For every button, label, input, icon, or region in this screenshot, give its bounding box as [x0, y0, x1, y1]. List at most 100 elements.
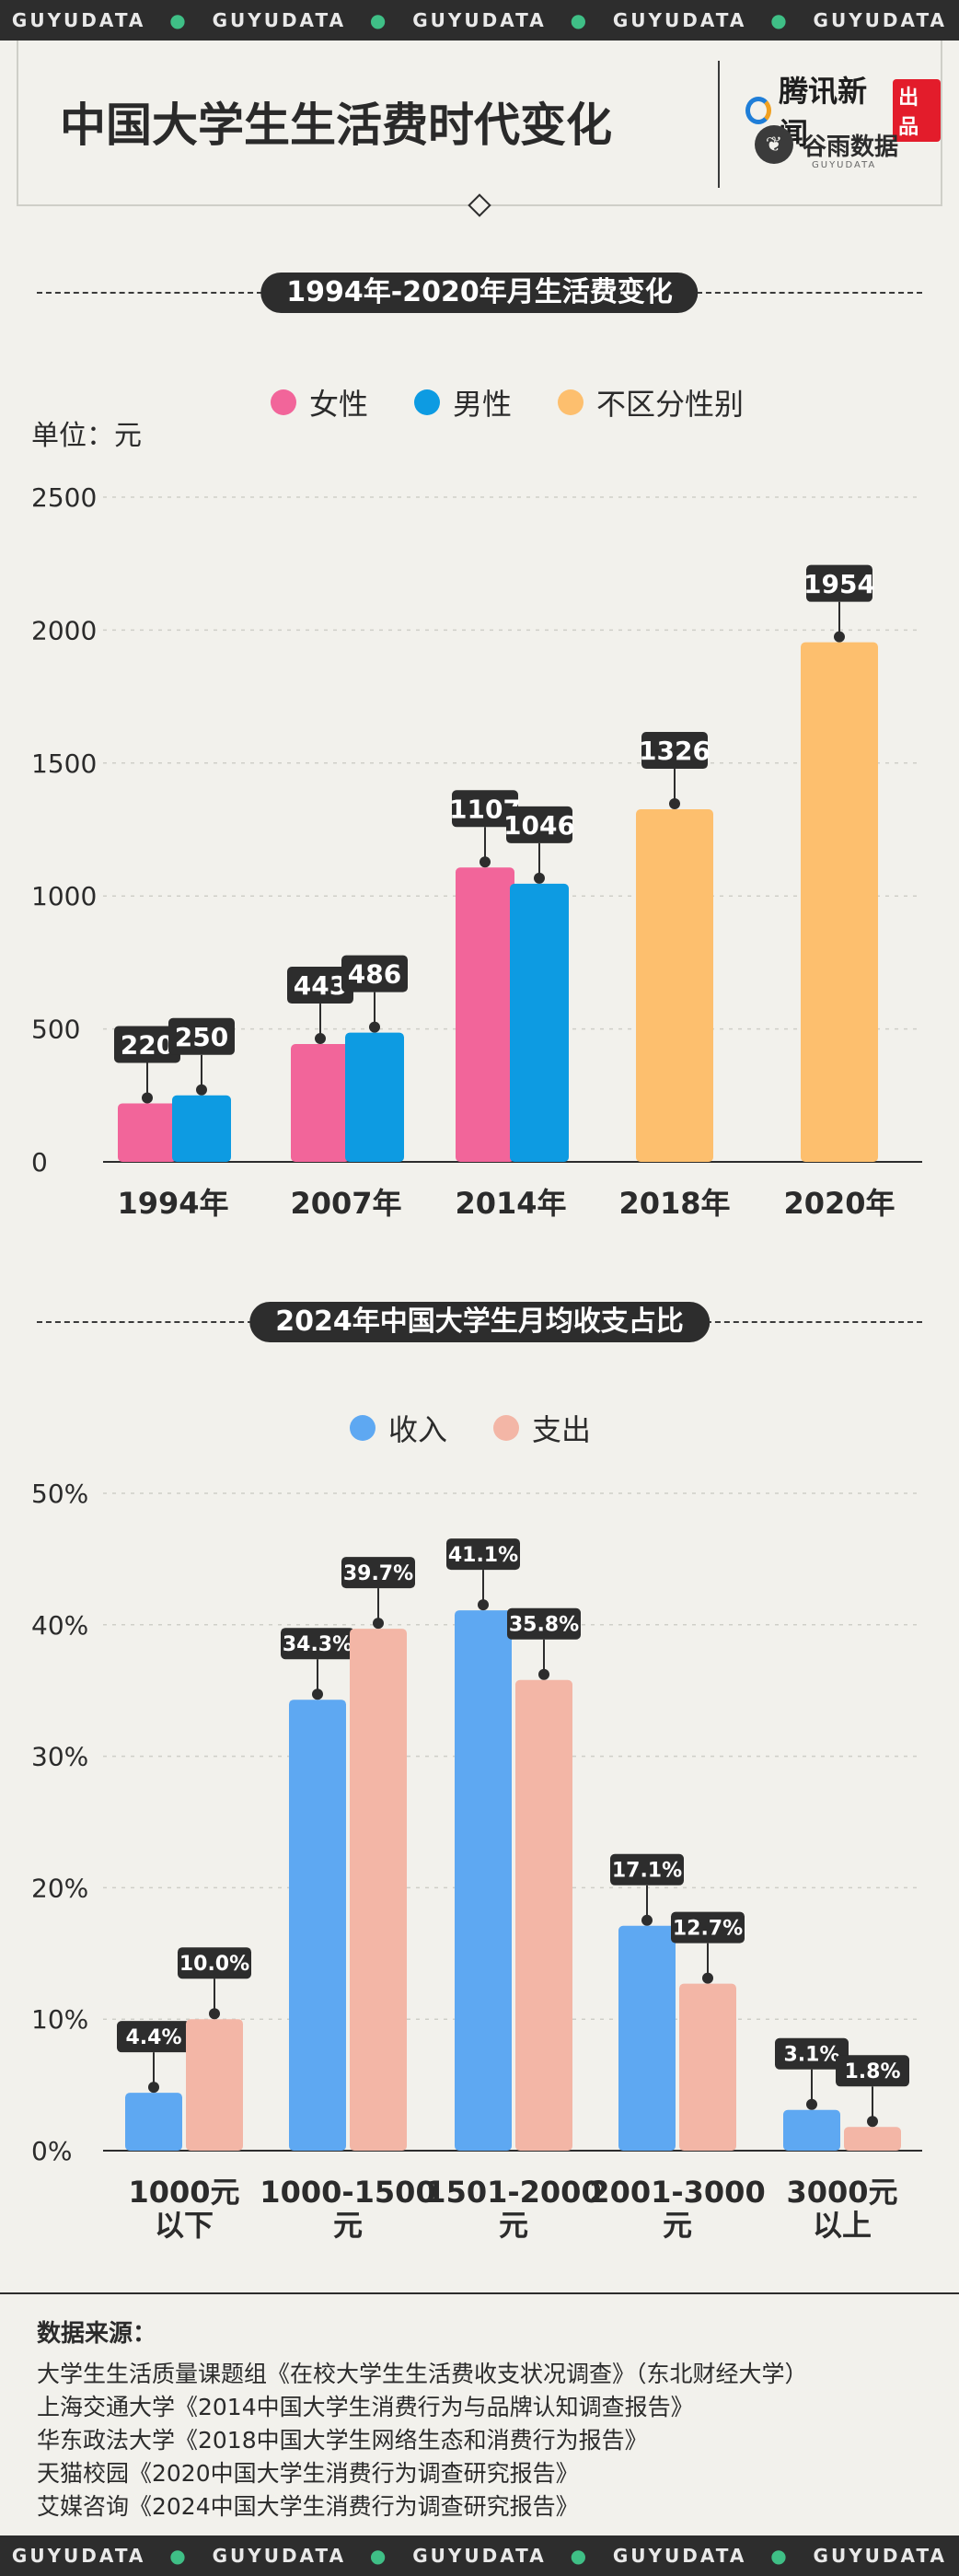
strip-word: GUYUDATA	[11, 9, 146, 31]
bar	[456, 867, 514, 1162]
x-category-label: 1501-2000	[425, 2175, 601, 2210]
chart1-unit-label: 单位：元	[31, 420, 142, 452]
data-label: 1326	[639, 736, 711, 766]
section2-title: 2024年中国大学生月均收支占比	[249, 1302, 710, 1342]
bar	[455, 1610, 512, 2151]
legend-item: 女性	[271, 381, 368, 424]
y-tick-label: 2000	[31, 615, 97, 645]
y-tick-label: 1500	[31, 748, 97, 779]
callout-dot	[373, 1618, 384, 1630]
source-item: 上海交通大学《2014中国大学生消费行为与品牌认知调查报告》	[37, 2394, 694, 2420]
legend-swatch	[558, 389, 584, 415]
strip-dot-icon: ●	[570, 9, 590, 31]
strip-word: GUYUDATA	[212, 9, 347, 31]
callout-dot	[806, 2098, 817, 2110]
bar	[844, 2127, 901, 2151]
callout-dot	[538, 1668, 549, 1680]
x-category-label: 以上	[813, 2208, 872, 2243]
data-label: 34.3%	[283, 1633, 352, 1656]
guyu-bird-icon: ❦	[755, 125, 793, 164]
strip-word: GUYUDATA	[612, 2545, 747, 2567]
x-category-label: 1000-1500	[260, 2175, 435, 2210]
sources-rule	[0, 2292, 959, 2294]
callout-dot	[209, 2008, 220, 2020]
callout-box	[287, 967, 353, 1004]
data-label: 12.7%	[673, 1918, 743, 1941]
strip-word: GUYUDATA	[412, 9, 547, 31]
y-tick-label: 0%	[31, 2136, 72, 2166]
data-label: 486	[348, 959, 401, 990]
legend-item: 收入	[350, 1407, 447, 1449]
tencent-news-badge: 出品	[893, 79, 941, 142]
guyu-data-name: 谷雨数据	[803, 133, 899, 161]
x-category-label: 2018年	[618, 1186, 730, 1221]
header-divider	[718, 61, 720, 188]
bar	[510, 883, 569, 1162]
callout-dot	[315, 1033, 326, 1045]
data-label: 35.8%	[509, 1614, 579, 1637]
callout-dot	[669, 798, 680, 810]
y-tick-label: 30%	[31, 1742, 88, 1772]
y-tick-label: 2500	[31, 482, 97, 513]
callout-dot	[867, 2116, 878, 2128]
strip-dot-icon: ●	[369, 9, 389, 31]
callout-box	[506, 806, 572, 843]
legend-label: 不区分性别	[596, 387, 745, 422]
section1-title-bar: 1994年-2020年月生活费变化	[37, 273, 922, 313]
callout-dot	[480, 856, 491, 868]
callout-dot	[834, 631, 845, 643]
section2-title-bar: 2024年中国大学生月均收支占比	[37, 1302, 922, 1342]
callout-box	[775, 2037, 849, 2070]
callout-box	[507, 1607, 581, 1640]
chart1-legend: 女性 男性 不区分性别	[271, 381, 744, 424]
chart2-legend: 收入 支出	[350, 1407, 591, 1449]
x-category-label: 元	[333, 2208, 363, 2243]
source-item: 艾媒咨询《2024中国大学生消费行为调查研究报告》	[37, 2493, 579, 2520]
callout-box	[117, 2021, 191, 2053]
legend-item: 男性	[414, 381, 512, 424]
callout-box	[671, 1911, 745, 1944]
guyu-data-logo: ❦ 谷雨数据	[755, 125, 898, 164]
legend-label: 收入	[388, 1412, 448, 1447]
bar	[172, 1095, 231, 1162]
y-tick-label: 0	[31, 1147, 48, 1178]
strip-word: GUYUDATA	[11, 2545, 146, 2567]
bar	[515, 1679, 572, 2151]
y-tick-label: 50%	[31, 1479, 88, 1509]
strip-word: GUYUDATA	[212, 2545, 347, 2567]
bar	[636, 809, 713, 1162]
bar	[289, 1700, 346, 2151]
chart1-living-expenses: 0 500 1000 1500 2000 2500 220 250 1994年 443 486 200…	[31, 482, 922, 1221]
data-label: 10.0%	[179, 1953, 249, 1976]
header-box: 中国大学生生活费时代变化 腾讯新闻 出品 ❦ 谷雨数据 GUYUDATA	[17, 41, 942, 206]
x-category-label: 元	[663, 2208, 692, 2243]
legend-item: 支出	[493, 1407, 591, 1449]
callout-dot	[369, 1021, 380, 1033]
source-item: 大学生生活质量课题组《在校大学生生活费收支状况调查》（东北财经大学）	[37, 2361, 808, 2387]
bar	[350, 1629, 407, 2151]
legend-label: 男性	[453, 387, 513, 422]
data-label: 1.8%	[844, 2060, 900, 2083]
x-category-label: 1994年	[117, 1186, 228, 1221]
bar	[783, 2109, 840, 2151]
y-tick-label: 500	[31, 1015, 80, 1045]
x-category-label: 以下	[155, 2208, 214, 2243]
section1-title: 1994年-2020年月生活费变化	[260, 273, 699, 313]
callout-box	[452, 790, 518, 828]
data-label: 220	[121, 1030, 174, 1061]
data-label: 4.4%	[125, 2026, 181, 2049]
x-category-label: 2007年	[290, 1186, 401, 1221]
strip-word: GUYUDATA	[412, 2545, 547, 2567]
callout-box	[836, 2055, 909, 2087]
callout-dot	[478, 1599, 489, 1611]
tencent-news-icon	[745, 97, 772, 124]
callout-box	[178, 1947, 251, 1979]
y-tick-label: 10%	[31, 2004, 88, 2035]
x-category-label: 2014年	[455, 1186, 566, 1221]
callout-dot	[196, 1084, 207, 1096]
callout-dot	[702, 1972, 713, 1984]
source-item: 天猫校园《2020中国大学生消费行为调查研究报告》	[37, 2460, 579, 2487]
page-title: 中国大学生生活费时代变化	[60, 99, 612, 152]
bar	[618, 1925, 676, 2151]
